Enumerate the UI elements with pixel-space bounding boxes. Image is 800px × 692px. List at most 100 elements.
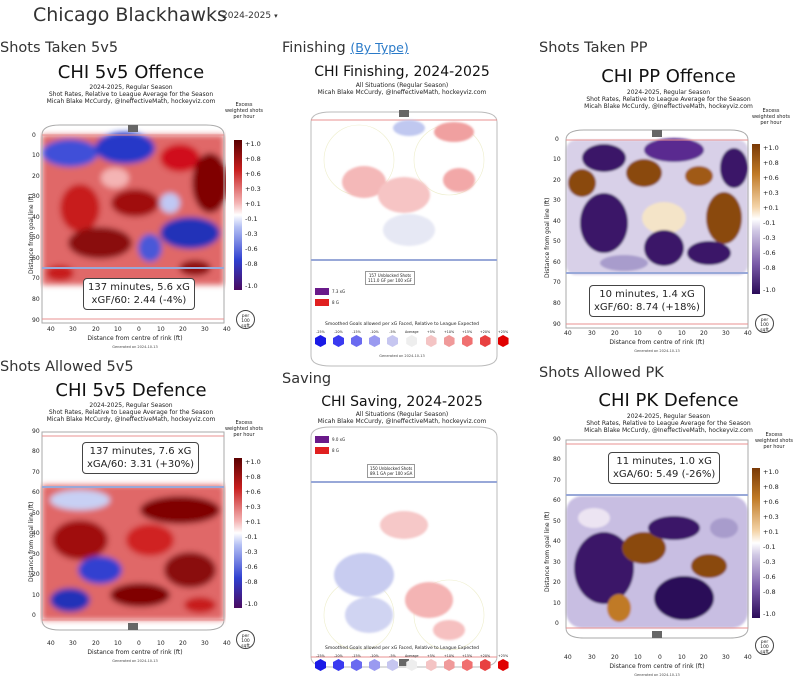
badge-line: per	[760, 640, 769, 645]
colorbar-label: +0.1	[245, 518, 261, 526]
subtitle-line: Micah Blake McCurdy, @IneffectiveMath, h…	[317, 89, 487, 96]
colorbar	[752, 144, 760, 294]
subtitle-line: Micah Blake McCurdy, @IneffectiveMath, h…	[46, 98, 216, 105]
stat-summary-box: 11 minutes, 1.0 xG xGA/60: 5.49 (-26%)	[608, 452, 721, 484]
x-tick: 40	[47, 326, 55, 333]
hex-swatch	[479, 335, 491, 347]
colorbar	[234, 140, 242, 290]
legend-label: 7.3 xG	[332, 289, 346, 294]
panel-subtitle: 2024-2025, Regular Season Shot Rates, Re…	[0, 402, 262, 423]
hex-scale-label: -10%	[370, 654, 379, 658]
hex-scale-cell: -20%	[333, 654, 344, 671]
rink-heatmap	[40, 123, 226, 325]
colorbar-label: -1.0	[245, 282, 258, 290]
hex-swatch	[461, 335, 473, 347]
y-tick: 20	[32, 173, 40, 180]
colorbar-label: -1.0	[763, 610, 776, 618]
season-selector[interactable]: 2024-2025 ▾	[222, 11, 278, 21]
panel-saving: CHI Saving, 2024-2025 All Situations (Re…	[282, 390, 522, 690]
hex-scale-label: -20%	[334, 330, 343, 334]
hex-scale-label: Average	[405, 654, 419, 658]
y-tick: 0	[32, 132, 36, 139]
colorbar-label: +0.1	[763, 528, 779, 536]
hex-scale-label: +5%	[427, 654, 436, 658]
panel-title: CHI Saving, 2024-2025	[321, 394, 483, 410]
hex-swatch	[351, 335, 362, 347]
y-tick: 50	[32, 510, 40, 517]
panel-subtitle: All Situations (Regular Season) Micah Bl…	[282, 82, 522, 96]
x-tick: 30	[588, 330, 596, 337]
stat-line: xGA/60: 5.49 (-26%)	[613, 469, 716, 480]
legend-label: 9.0 xG	[332, 437, 346, 442]
colorbar-label: +0.3	[245, 185, 261, 193]
colorbar	[234, 458, 242, 608]
y-tick: 50	[553, 238, 561, 245]
generated-note: Generated on 2024-10-13	[634, 349, 680, 353]
panel-subtitle: 2024-2025, Regular Season Shot Rates, Re…	[537, 89, 800, 110]
colorbar-label: -0.1	[245, 215, 258, 223]
section-title-saving: Saving	[282, 371, 332, 387]
colorbar-label: +0.8	[245, 155, 261, 163]
panel-title: CHI PP Offence	[601, 66, 736, 87]
stat-line: 10 minutes, 1.4 xG	[599, 289, 695, 300]
y-tick: 0	[555, 620, 559, 627]
hex-scale-label: +20%	[480, 330, 491, 334]
rink-heatmap	[564, 438, 750, 640]
hex-scale-cell: +25%	[497, 654, 509, 671]
x-tick: 40	[564, 654, 572, 661]
hex-swatch	[425, 335, 437, 347]
colorbar-label: +0.3	[245, 503, 261, 511]
x-tick: 10	[114, 640, 122, 647]
colorbar	[752, 468, 760, 618]
colorbar-title-line: Excess	[235, 102, 253, 108]
hex-scale-label: -15%	[352, 330, 361, 334]
x-tick: 10	[634, 330, 642, 337]
legend-goals: 8 G	[315, 299, 339, 306]
colorbar-label: +0.8	[763, 159, 779, 167]
colorbar-label: -0.8	[763, 264, 776, 272]
colorbar-label: +0.1	[763, 204, 779, 212]
x-tick: 10	[157, 640, 165, 647]
hex-scale-cell: +10%	[443, 654, 455, 671]
hex-swatch	[479, 659, 491, 671]
colorbar-label: +1.0	[763, 144, 779, 152]
badge-line: 100	[760, 323, 769, 328]
x-tick: 30	[201, 326, 209, 333]
colorbar-label: -1.0	[245, 600, 258, 608]
panel-title: CHI PK Defence	[598, 390, 739, 411]
hex-scale-cell: Average	[405, 654, 419, 671]
hex-scale-label: +15%	[462, 330, 473, 334]
colorbar-label: -0.1	[763, 543, 776, 551]
y-tick: 10	[553, 600, 561, 607]
stat-line: xGF/60: 2.44 (-4%)	[91, 295, 187, 306]
x-tick: 10	[678, 330, 686, 337]
y-tick: 20	[553, 579, 561, 586]
x-tick: 20	[92, 326, 100, 333]
y-tick: 60	[553, 497, 561, 504]
y-tick: 80	[553, 456, 561, 463]
by-type-link[interactable]: (By Type)	[350, 40, 409, 55]
hex-scale-cell: -20%	[333, 330, 344, 347]
subtitle-line: Shot Rates, Relative to League Average f…	[48, 91, 214, 98]
hex-swatch	[443, 659, 455, 671]
subtitle-line: 2024-2025, Regular Season	[89, 84, 173, 91]
y-tick: 20	[32, 571, 40, 578]
x-tick: 30	[201, 640, 209, 647]
stat-line: 137 minutes, 7.6 xG	[89, 446, 192, 457]
generated-note: Generated on 2024-10-13	[379, 354, 425, 358]
hex-scale-label: -15%	[352, 654, 361, 658]
y-tick: 40	[553, 218, 561, 225]
per-100-sqft-badge: per 100 sqft	[236, 310, 255, 329]
colorbar-label: -0.6	[763, 573, 776, 581]
panel-subtitle: All Situations (Regular Season) Micah Bl…	[282, 411, 522, 425]
panel-5v5-offence: CHI 5v5 Offence 2024-2025, Regular Seaso…	[0, 58, 263, 358]
x-tick: 20	[179, 640, 187, 647]
panel-finishing: CHI Finishing, 2024-2025 All Situations …	[282, 58, 522, 367]
hex-scale-label: +15%	[462, 654, 473, 658]
hex-scale-label: +25%	[498, 654, 509, 658]
stat-summary-box: 10 minutes, 1.4 xG xGF/60: 8.74 (+18%)	[589, 285, 705, 317]
panel-subtitle: 2024-2025, Regular Season Shot Rates, Re…	[0, 84, 262, 105]
colorbar-title-line: Excess	[765, 432, 783, 438]
y-tick: 90	[553, 436, 561, 443]
colorbar-label: -0.6	[245, 245, 258, 253]
